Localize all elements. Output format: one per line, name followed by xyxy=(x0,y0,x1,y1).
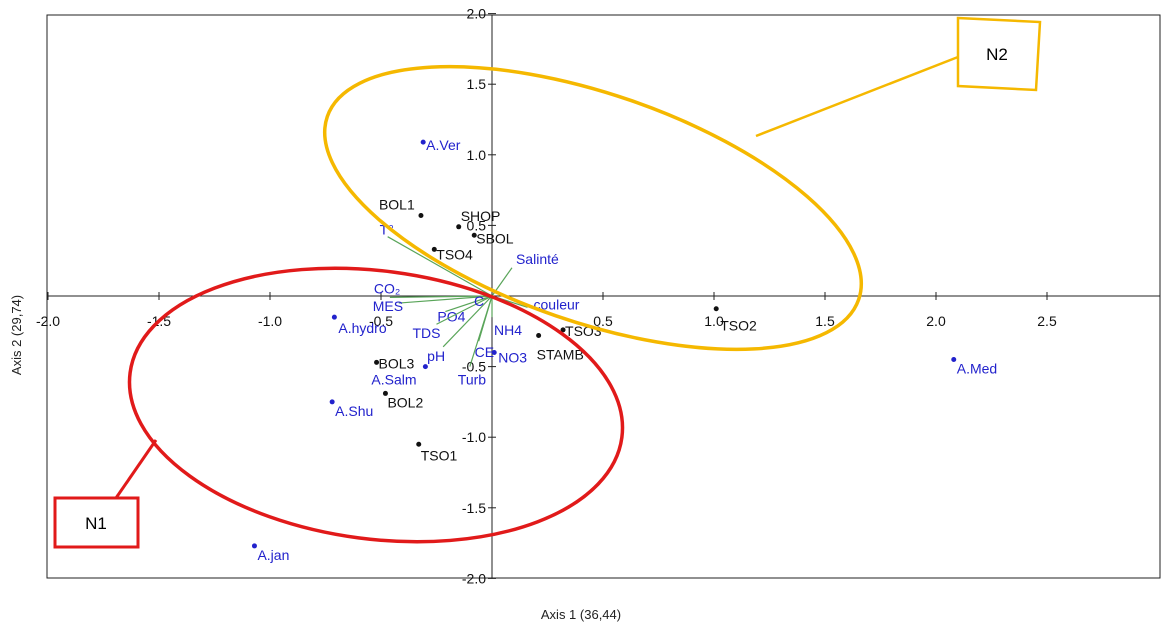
species-point xyxy=(491,349,497,355)
vector-label: NH4 xyxy=(494,322,522,338)
species-point xyxy=(420,139,426,145)
y-tick-label: -1.0 xyxy=(462,429,486,445)
site-label: STAMB xyxy=(537,347,584,363)
site-label: TSO2 xyxy=(720,318,757,334)
x-tick-label: 0.5 xyxy=(593,313,613,329)
species-label: NO3 xyxy=(498,349,527,365)
site-label: TSO4 xyxy=(436,246,473,262)
site-label: TSO1 xyxy=(421,447,458,463)
data-points: BOL1SHOPSBOLTSO4BOL3BOL2TSO1TSO3STAMBTSO… xyxy=(251,137,997,563)
site-point xyxy=(382,390,388,396)
vector-label: T° xyxy=(380,222,394,238)
site-point xyxy=(374,359,380,365)
vector-line xyxy=(398,295,493,304)
vector-line xyxy=(445,295,493,313)
species-point xyxy=(329,399,335,405)
site-label: BOL2 xyxy=(387,394,423,410)
group-ellipses: N1 N2 xyxy=(53,16,1042,549)
species-point xyxy=(251,543,257,549)
vector-line xyxy=(387,236,493,297)
species-point xyxy=(422,364,428,370)
species-label: A.Shu xyxy=(335,403,373,419)
vector-label: C xyxy=(474,293,484,309)
y-tick-label: 1.5 xyxy=(467,76,487,92)
y-tick-label: 2.0 xyxy=(467,6,487,22)
n2-ellipse xyxy=(322,64,864,352)
vector-label: CE xyxy=(475,344,494,360)
vector-line xyxy=(469,295,493,367)
y-tick-label: 0.5 xyxy=(467,217,487,233)
n1-callout-line xyxy=(114,439,158,499)
site-point xyxy=(431,246,437,252)
y-axis-label: Axis 2 (29,74) xyxy=(9,295,24,375)
vector-label: MES xyxy=(373,298,403,314)
vector-label: TDS xyxy=(413,325,441,341)
site-point xyxy=(416,441,422,447)
y-tick-label: -1.5 xyxy=(462,500,486,516)
vector-label: Salinté xyxy=(516,251,559,267)
x-tick-label: -0.5 xyxy=(369,313,393,329)
y-tick-label: -2.0 xyxy=(462,570,486,586)
site-label: SHOP xyxy=(461,208,501,224)
species-point xyxy=(951,357,957,363)
x-tick-label: 2.0 xyxy=(926,313,946,329)
vector-label: couleur xyxy=(534,296,580,312)
site-point xyxy=(418,213,424,219)
n2-callout-line xyxy=(755,55,959,138)
site-label: BOL1 xyxy=(379,197,415,213)
x-tick-label: 1.5 xyxy=(815,313,835,329)
species-label: A.Salm xyxy=(371,372,416,388)
n2-box xyxy=(956,16,1042,92)
site-label: SBOL xyxy=(476,230,514,246)
x-axis-label: Axis 1 (36,44) xyxy=(541,607,621,622)
vector-arrows: T°SalintécouleurCO₂MESPO4TDSpHCETurbNH4C xyxy=(373,222,580,388)
vector-label: pH xyxy=(427,348,445,364)
species-label: A.jan xyxy=(257,547,289,563)
vector-label: Turb xyxy=(458,372,486,388)
x-tick-label: -1.0 xyxy=(258,313,282,329)
x-tick-label: 2.5 xyxy=(1037,313,1057,329)
n1-box xyxy=(53,496,140,549)
species-point xyxy=(331,314,337,320)
x-tick-label: 1.0 xyxy=(704,313,724,329)
species-label: A.Med xyxy=(957,361,997,377)
y-tick-label: 1.0 xyxy=(467,147,487,163)
vector-line xyxy=(442,295,493,348)
species-label: A.Ver xyxy=(426,137,461,153)
site-point xyxy=(713,306,719,312)
x-tick-label: -2.0 xyxy=(36,313,60,329)
site-point xyxy=(471,232,477,238)
n1-label: N1 xyxy=(85,514,107,533)
axis-ticks: -2.0 -1.5 -1.0 -0.5 0.5 1.0 1.5 2.0 2.5-2.0-1.5-… xyxy=(36,6,1057,587)
vector-line xyxy=(436,295,493,325)
site-point xyxy=(456,224,462,230)
vector-line xyxy=(389,295,493,299)
n2-label: N2 xyxy=(986,45,1008,64)
species-label: A.hydro xyxy=(338,320,386,336)
site-point xyxy=(536,333,542,339)
n1-ellipse xyxy=(127,266,625,544)
site-label: BOL3 xyxy=(379,355,415,371)
y-tick-label: -0.5 xyxy=(462,359,486,375)
site-point xyxy=(560,327,566,333)
vector-label: CO₂ xyxy=(374,280,400,296)
